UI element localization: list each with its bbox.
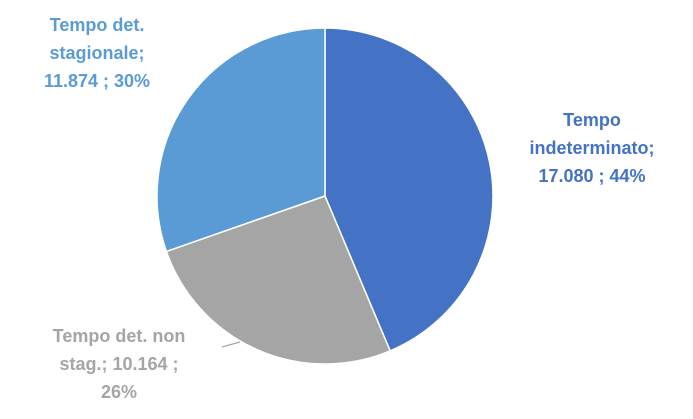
data-label-tempo-det-stagionale: Tempo det. stagionale; 11.874 ; 30% <box>43 15 151 91</box>
pie-slice-tempo-det-stagionale <box>156 27 326 253</box>
leader-line-tempo-det-non-stag <box>221 341 241 348</box>
data-label-tempo-det-non-stag: Tempo det. non stag.; 10.164 ; 26% <box>52 326 186 402</box>
pie-slices <box>156 27 494 365</box>
data-label-tempo-indeterminato: Tempo indeterminato; 17.080 ; 44% <box>529 110 655 186</box>
pie-slice-tempo-indeterminato <box>324 27 494 352</box>
pie-slice-tempo-det-non-stag <box>165 195 392 365</box>
